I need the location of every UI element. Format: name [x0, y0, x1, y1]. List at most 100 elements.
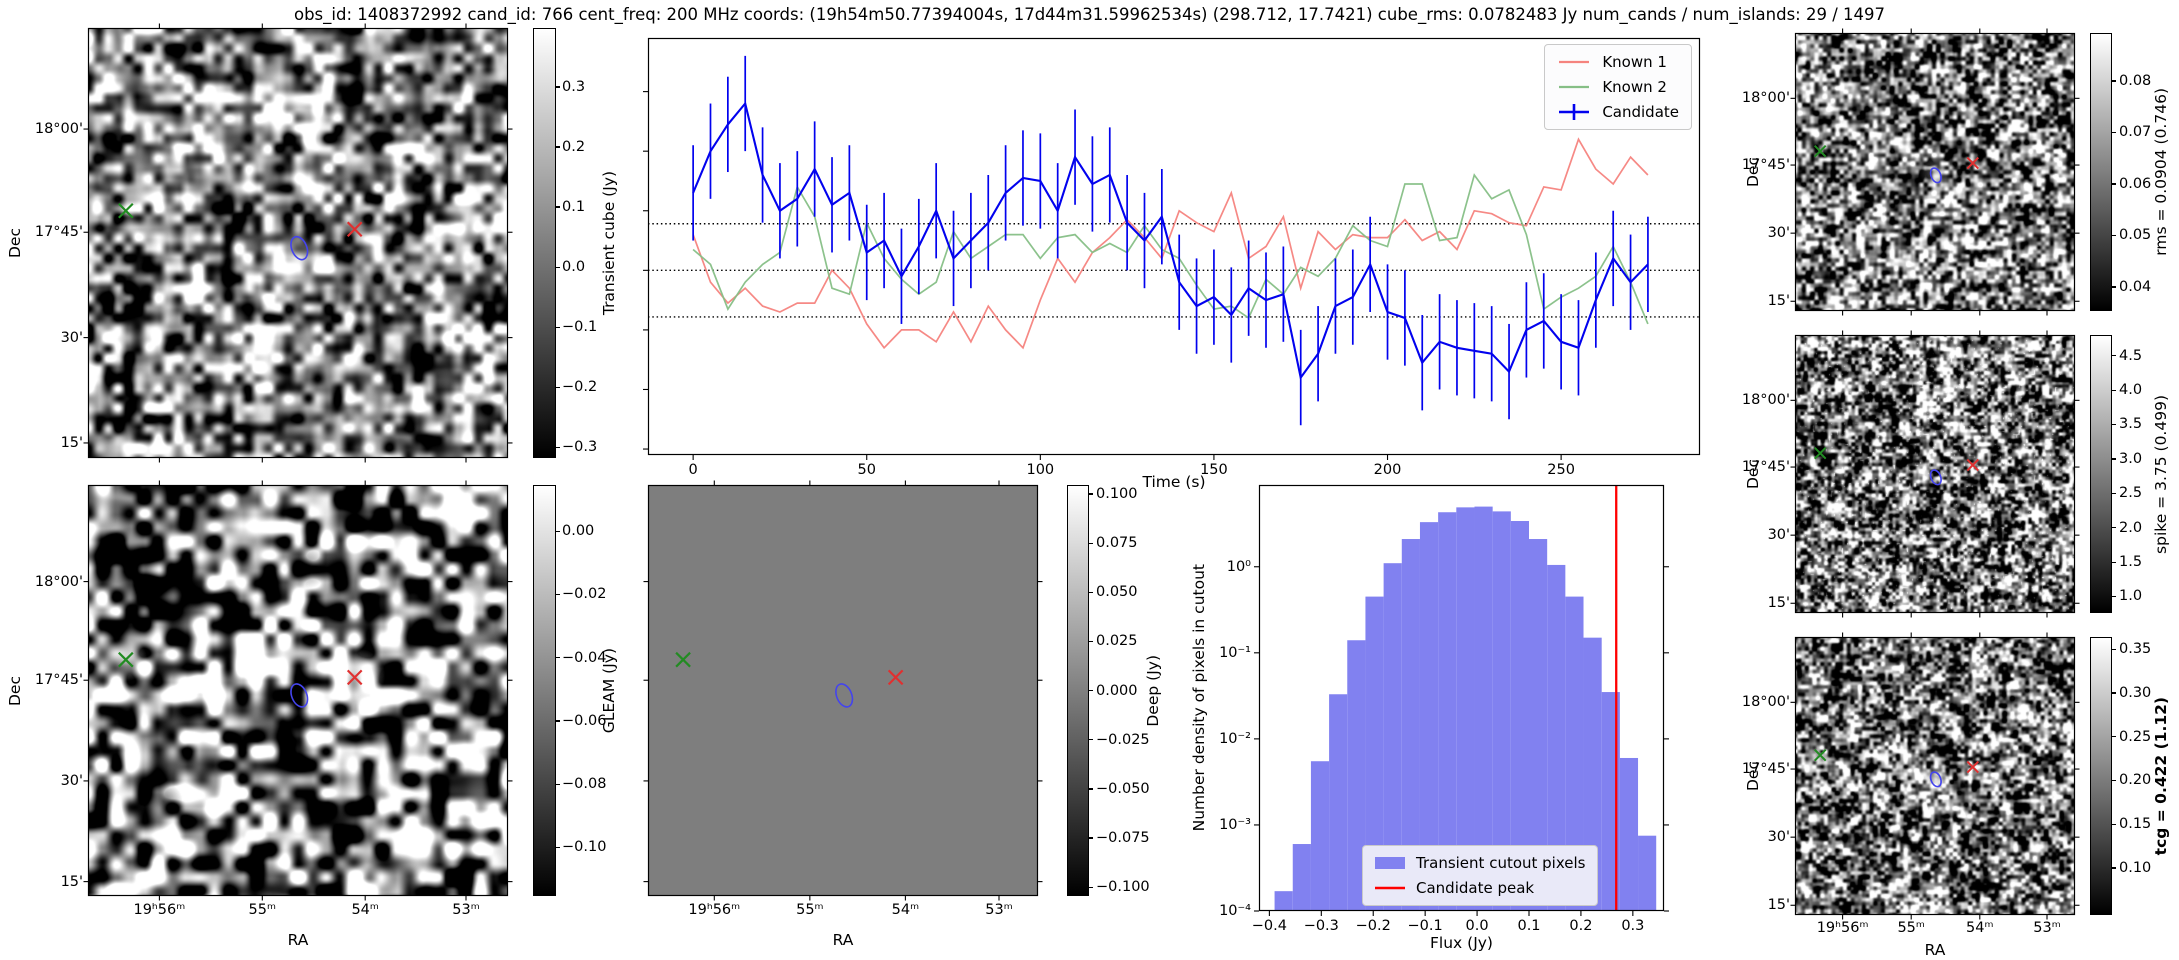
legend-item-candidate: Candidate — [1557, 103, 1679, 121]
tcg-cbar-label: tcg = 0.422 (1.12) — [2152, 696, 2170, 856]
tcg-colorbar — [2090, 637, 2112, 915]
histogram-ylabel: Number density of pixels in cutout — [1190, 564, 1208, 832]
transient-cube-colorbar-tick-label: 0.2 — [562, 138, 586, 155]
known-1-line — [692, 137, 1649, 350]
tcg-dec-tick-label: 15' — [1767, 897, 1790, 914]
legend-item-known1: Known 1 — [1557, 53, 1679, 71]
transient-cube-colorbar-tick — [556, 146, 560, 148]
spike-colorbar-tick-label: 3.0 — [2119, 450, 2143, 467]
transient-cube-colorbar-tick — [556, 86, 560, 88]
transient-cube-dec-tick-label: 30' — [60, 329, 83, 346]
transient-cube-dec-tick-label: 17°45' — [34, 224, 83, 241]
tcg-ra-tick-label: 53ᵐ — [2033, 920, 2061, 936]
spike-dec-tick-label: 15' — [1767, 595, 1790, 612]
known-source-1-x-marker — [118, 202, 134, 219]
deep-colorbar-tick-label: 0.025 — [1096, 633, 1138, 650]
lightcurve-x-tick-label: 150 — [1200, 462, 1228, 478]
rms-dec-tick-label: 17°45' — [1741, 157, 1790, 174]
figure-title: obs_id: 1408372992 cand_id: 766 cent_fre… — [293, 5, 1886, 24]
deep-ra-label: RA — [832, 931, 854, 949]
gleam-overlay — [83, 480, 513, 901]
deep-overlay — [643, 480, 1043, 901]
lightcurve-x-tick-label: 200 — [1373, 462, 1402, 478]
deep-colorbar-tick-label: −0.025 — [1096, 731, 1150, 748]
deep-colorbar-tick — [1089, 640, 1093, 643]
candidate-contour — [290, 683, 309, 708]
transient-cube-image — [88, 28, 508, 458]
gleam-colorbar-tick — [556, 657, 560, 659]
tcg-colorbar-tick — [2112, 648, 2116, 651]
deep-ra-tick-label: 55ᵐ — [796, 902, 824, 918]
histogram-x-tick-label: −0.3 — [1303, 918, 1339, 934]
candidate-contour — [1929, 167, 1942, 184]
tcg-ra-tick-label: 19ʰ56ᵐ — [1816, 920, 1869, 936]
histogram-bar — [1383, 563, 1402, 911]
rms-overlay — [1790, 28, 2080, 316]
histogram-x-tick-label: 0.0 — [1465, 918, 1489, 934]
histogram-x-tick-label: 0.3 — [1621, 918, 1645, 934]
lightcurve-x-tick-label: 0 — [688, 462, 698, 478]
tcg-colorbar-tick — [2112, 692, 2116, 694]
spike-colorbar-tick — [2112, 389, 2116, 391]
transient-cube-dec-tick-label: 18°00' — [34, 121, 83, 138]
known1-line-sample — [1559, 60, 1590, 64]
histogram-x-tick-label: 0.2 — [1569, 918, 1593, 934]
spike-colorbar-tick-label: 2.5 — [2119, 485, 2143, 502]
gleam-colorbar-tick-label: −0.04 — [562, 649, 607, 666]
known-source-1-x-marker — [1813, 446, 1827, 460]
spike-colorbar-tick-label: 1.5 — [2119, 554, 2143, 571]
spike-colorbar-tick — [2112, 527, 2116, 529]
histogram-legend: Transient cutout pixels Candidate peak — [1362, 845, 1599, 906]
known2-line-sample — [1559, 85, 1590, 89]
transient-dec-label-wrap: Dec — [4, 28, 26, 458]
deep-colorbar-tick-label: −0.075 — [1096, 829, 1150, 846]
legend-label-known1: Known 1 — [1602, 53, 1667, 71]
spike-colorbar — [2090, 335, 2112, 613]
deep-colorbar-tick — [1089, 690, 1093, 692]
known-source-2-x-marker — [346, 669, 363, 686]
tcg-dec-tick-label: 30' — [1767, 829, 1790, 846]
deep-ra-tick-label: 19ʰ56ᵐ — [688, 902, 741, 918]
gleam-colorbar — [533, 485, 556, 896]
transient-cube-overlay — [83, 23, 513, 463]
tcg-ra-tick-label: 54ᵐ — [1966, 920, 1994, 936]
rms-image — [1795, 33, 2075, 311]
spike-dec-tick-label: 30' — [1767, 527, 1790, 544]
gleam-dec-tick-label: 17°45' — [34, 672, 83, 689]
deep-colorbar-tick — [1089, 493, 1093, 495]
spike-colorbar-tick — [2112, 355, 2116, 357]
spike-image — [1795, 335, 2075, 613]
histogram-bar — [1329, 694, 1348, 911]
histogram-x-tick-label: −0.1 — [1407, 918, 1443, 934]
deep-colorbar-tick — [1089, 837, 1093, 839]
histogram-bar — [1365, 596, 1384, 911]
known-source-2-x-marker — [1966, 458, 1980, 472]
known-source-1-x-marker — [1813, 144, 1827, 158]
deep-colorbar — [1067, 485, 1089, 896]
deep-colorbar-tick — [1089, 591, 1093, 593]
transient-cube-colorbar-tick-label: −0.2 — [562, 379, 598, 396]
histogram-xlabel: Flux (Jy) — [1430, 934, 1493, 952]
lightcurve-legend: Known 1 Known 2 Candidate — [1544, 44, 1692, 130]
spike-cbar-label: spike = 3.75 (0.499) — [2152, 394, 2170, 554]
tcg-ra-tick-label: 55ᵐ — [1897, 920, 1925, 936]
transient-cube-colorbar-tick-label: 0.0 — [562, 259, 586, 276]
lightcurve-xlabel: Time (s) — [1142, 473, 1206, 491]
rms-cbar-label-wrap: rms = 0.0904 (0.746) — [2150, 33, 2172, 311]
peak-line-sample — [1375, 886, 1405, 890]
histogram-x-tick-label: −0.4 — [1251, 918, 1287, 934]
spike-colorbar-tick — [2112, 595, 2116, 598]
candidate-line — [692, 101, 1649, 381]
rms-dec-tick-label: 18°00' — [1741, 90, 1790, 107]
rms-cbar-label: rms = 0.0904 (0.746) — [2152, 88, 2170, 256]
candidate-contour — [835, 683, 854, 708]
tcg-colorbar-tick — [2112, 823, 2116, 825]
transient-cube-colorbar-tick-label: −0.3 — [562, 439, 598, 456]
spike-colorbar-tick — [2112, 458, 2116, 460]
histogram-y-tick-label: 10⁻³ — [1219, 816, 1251, 833]
deep-colorbar-tick-label: −0.050 — [1096, 780, 1150, 797]
transient-cbar-label-wrap: Transient cube (Jy) — [598, 28, 620, 458]
tcg-colorbar-tick — [2112, 779, 2116, 782]
tcg-colorbar-tick-label: 0.20 — [2119, 772, 2152, 789]
lightcurve-plot — [643, 37, 1701, 460]
